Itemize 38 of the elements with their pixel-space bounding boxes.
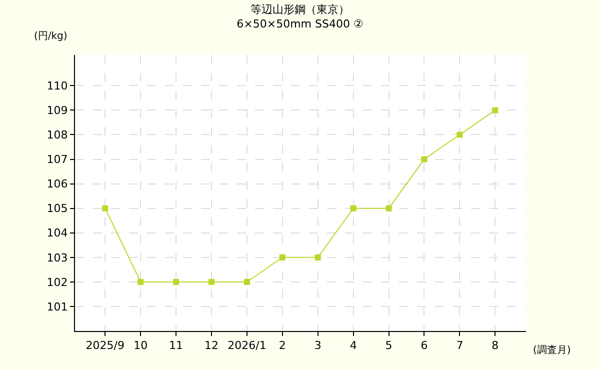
point bbox=[173, 278, 180, 285]
x-tick-label: 6 bbox=[420, 339, 428, 352]
x-tick-label: 12 bbox=[204, 339, 219, 352]
chart-title: 等辺山形鋼（東京） bbox=[250, 2, 350, 16]
point bbox=[208, 278, 215, 285]
point bbox=[138, 278, 144, 285]
x-tick-label: 8 bbox=[492, 339, 499, 352]
point bbox=[244, 278, 250, 285]
y-tick-label: 105 bbox=[46, 202, 68, 216]
y-tick-label: 102 bbox=[46, 276, 68, 289]
x-tick-label: 3 bbox=[314, 339, 322, 352]
x-tick-label: 7 bbox=[456, 339, 464, 352]
point bbox=[492, 107, 498, 114]
x-axis-title: (調査月) bbox=[533, 344, 571, 356]
y-tick-label: 108 bbox=[46, 128, 68, 142]
point bbox=[279, 254, 286, 260]
x-tick-label: 5 bbox=[385, 339, 392, 352]
y-tick-label: 104 bbox=[46, 226, 68, 240]
y-axis-title: (円/kg) bbox=[34, 31, 68, 42]
x-tick-label: 2025/9 bbox=[86, 339, 124, 352]
y-tick-label: 109 bbox=[46, 104, 68, 118]
point bbox=[102, 205, 108, 212]
point bbox=[350, 205, 356, 212]
point bbox=[456, 132, 463, 138]
y-tick-label: 103 bbox=[46, 251, 68, 264]
x-tick-label: 10 bbox=[134, 339, 148, 352]
y-tick-label: 106 bbox=[46, 178, 68, 191]
x-tick-label: 2 bbox=[278, 339, 286, 352]
x-tick-label: 4 bbox=[350, 339, 357, 352]
y-tick-label: 101 bbox=[46, 300, 68, 314]
point bbox=[421, 156, 428, 162]
point bbox=[386, 205, 392, 212]
y-tick-label: 110 bbox=[46, 80, 68, 93]
y-tick-label: 107 bbox=[46, 153, 68, 166]
x-tick-label: 11 bbox=[169, 339, 184, 352]
point bbox=[314, 254, 321, 260]
chart-subtitle: 6×50×50mm SS400 ② bbox=[236, 17, 364, 30]
x-tick-label: 2026/1 bbox=[228, 339, 266, 352]
